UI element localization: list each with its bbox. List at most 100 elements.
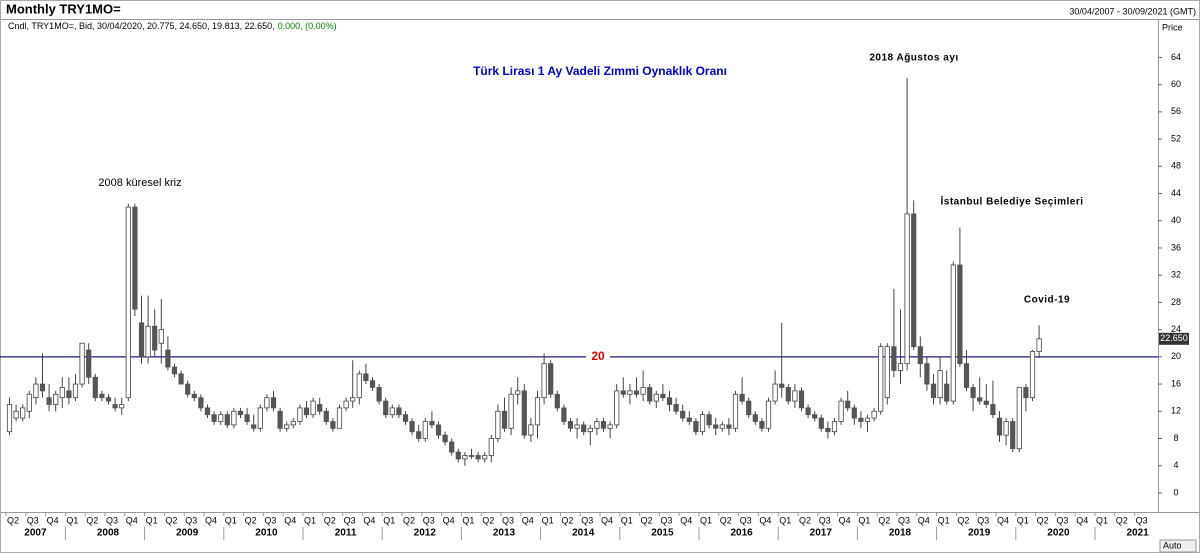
x-tick-label: Q3 xyxy=(977,515,989,525)
candle-body xyxy=(884,346,890,399)
candle-body xyxy=(26,393,32,412)
candle-body xyxy=(587,427,593,433)
candle-body xyxy=(409,421,415,433)
candle-body xyxy=(627,390,633,395)
candle-body xyxy=(356,373,362,399)
candle-body xyxy=(317,404,323,412)
x-tick-label: Q4 xyxy=(205,515,217,525)
candle-body xyxy=(765,400,772,429)
candle-body xyxy=(1029,351,1036,399)
candle-body xyxy=(706,414,712,426)
candle-body xyxy=(323,410,329,422)
x-tick-label: Q1 xyxy=(225,515,237,525)
candle-body xyxy=(567,421,574,429)
candle-body xyxy=(864,417,871,422)
candle-body xyxy=(990,404,996,416)
candle-body xyxy=(561,407,567,422)
candle-body xyxy=(699,414,706,433)
candle-body xyxy=(86,349,92,378)
candle-body xyxy=(422,421,428,439)
year-label: 2010 xyxy=(255,528,278,539)
candle-body xyxy=(165,349,171,368)
x-tick-label: Q2 xyxy=(957,515,969,525)
candle-body xyxy=(891,346,897,371)
candle-body xyxy=(244,414,250,422)
auto-button-label[interactable]: Auto xyxy=(1163,540,1182,550)
candle-body xyxy=(383,400,389,416)
x-tick-label: Q2 xyxy=(86,515,98,525)
candle-body xyxy=(343,400,349,409)
y-tick-label: 24 xyxy=(1171,324,1181,334)
candle-body xyxy=(693,421,699,433)
candle-body xyxy=(963,363,970,388)
candle-body xyxy=(495,410,501,439)
y-tick-label: 60 xyxy=(1171,79,1181,89)
candle-body xyxy=(917,346,923,365)
candle-body xyxy=(983,400,989,405)
y-tick-label: 52 xyxy=(1171,133,1181,143)
candle-body xyxy=(878,346,884,412)
candle-body xyxy=(6,404,13,433)
candle-body xyxy=(416,431,422,439)
candle-body xyxy=(759,421,765,429)
candle-body xyxy=(92,376,98,399)
candle-body xyxy=(970,387,976,399)
candle-body xyxy=(145,325,151,358)
candle-body xyxy=(897,363,904,371)
candle-body xyxy=(178,373,184,385)
candle-body xyxy=(594,421,600,429)
year-label: 2019 xyxy=(968,528,991,539)
candle-body xyxy=(508,393,514,429)
candle-body xyxy=(257,407,263,429)
candle-body xyxy=(957,264,963,365)
candle-body xyxy=(185,383,191,395)
year-label: 2007 xyxy=(24,528,47,539)
year-label: 2020 xyxy=(1047,528,1070,539)
year-label: 2016 xyxy=(730,528,753,539)
x-tick-label: Q2 xyxy=(1037,515,1049,525)
x-tick-label: Q3 xyxy=(185,515,197,525)
candle-body xyxy=(171,366,178,375)
candle-body xyxy=(435,424,442,436)
x-tick-label: Q1 xyxy=(858,515,870,525)
year-label: 2011 xyxy=(335,528,357,539)
x-tick-label: Q1 xyxy=(1017,515,1029,525)
x-tick-label: Q2 xyxy=(561,515,573,525)
candle-body xyxy=(911,213,917,348)
y-tick-label: 0 xyxy=(1173,487,1178,497)
candle-body xyxy=(152,325,158,351)
candle-body xyxy=(125,206,131,399)
y-tick-label: 28 xyxy=(1171,297,1181,307)
candle-body xyxy=(72,383,79,399)
candle-body xyxy=(528,424,534,436)
candle-body xyxy=(13,410,19,419)
candle-body xyxy=(482,455,488,460)
candle-body xyxy=(369,380,376,388)
candle-body xyxy=(211,414,217,422)
x-tick-label: Q2 xyxy=(403,515,415,525)
last-price-label: 22.650 xyxy=(1160,333,1188,343)
x-tick-label: Q3 xyxy=(898,515,910,525)
candle-body xyxy=(119,404,125,409)
x-tick-label: Q4 xyxy=(284,515,296,525)
candle-body xyxy=(792,390,798,402)
candle-body xyxy=(633,390,640,395)
x-tick-label: Q4 xyxy=(1076,515,1088,525)
candle-body xyxy=(785,387,791,402)
candle-body xyxy=(620,390,626,395)
candle-body xyxy=(541,363,547,399)
chart-header: Monthly TRY1MO= xyxy=(6,1,121,16)
auto-button[interactable] xyxy=(1159,539,1197,553)
x-tick-label: Q1 xyxy=(621,515,633,525)
candle-body xyxy=(673,404,679,412)
year-label: 2018 xyxy=(889,528,912,539)
candle-body xyxy=(944,383,950,402)
candle-body xyxy=(607,424,613,429)
y-axis-label: Price xyxy=(1162,22,1183,32)
candle-body xyxy=(468,455,475,457)
last-price-tag xyxy=(1159,332,1189,345)
candle-body xyxy=(310,400,316,416)
x-tick-label: Q1 xyxy=(304,515,316,525)
x-tick-label: Q3 xyxy=(1136,515,1148,525)
x-tick-label: Q3 xyxy=(502,515,514,525)
